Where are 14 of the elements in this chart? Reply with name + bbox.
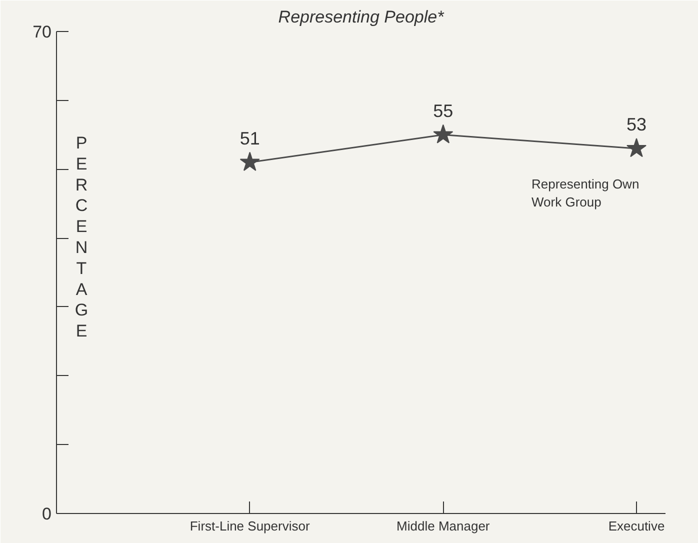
point — [626, 138, 647, 158]
data-label: 55 — [433, 100, 454, 121]
x-tick-label: Middle Manager — [396, 518, 490, 534]
x-tick-label: Executive — [608, 518, 665, 534]
y-tick-label: 0 — [42, 504, 52, 524]
x-tick-label: First-Line Supervisor — [190, 518, 310, 534]
point — [433, 124, 454, 144]
y-tick-label: 70 — [32, 22, 52, 42]
data-label: 53 — [626, 114, 647, 135]
text: PERCENTAGE — [74, 134, 88, 341]
chart-title: Representing People* — [278, 8, 446, 26]
point — [240, 152, 260, 171]
series-label: Representing Own Work Group — [532, 176, 640, 210]
data-label: 51 — [240, 128, 260, 148]
